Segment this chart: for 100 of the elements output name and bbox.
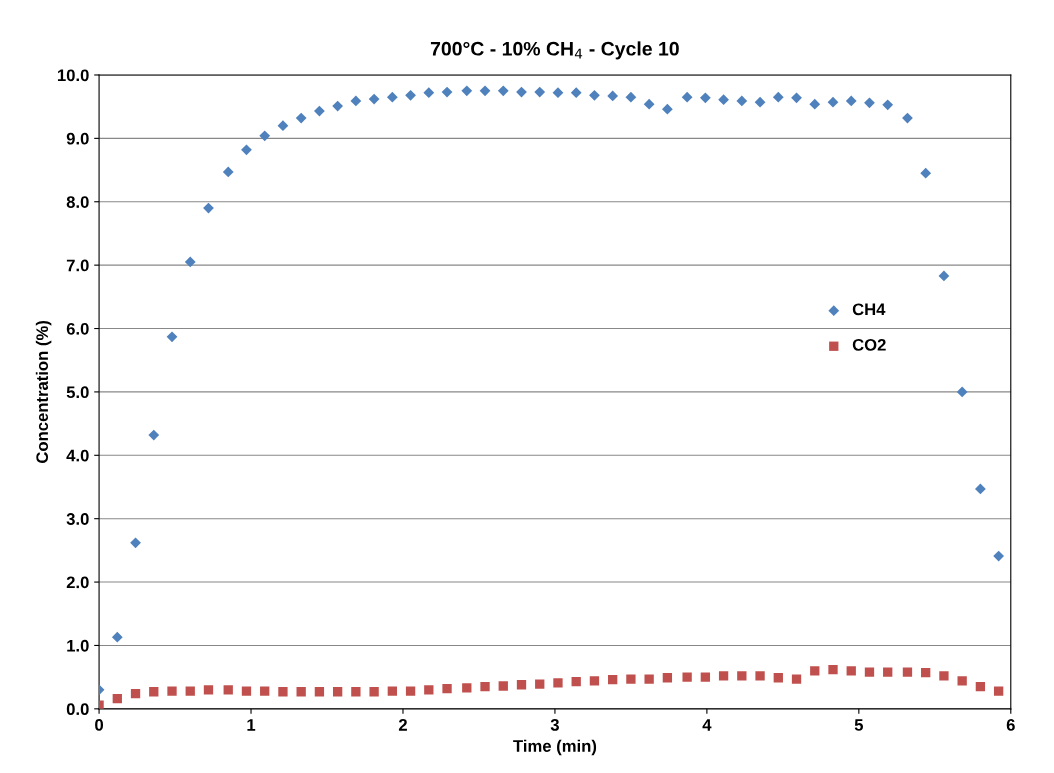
x-tick-label: 6 [1006,719,1015,731]
point [203,685,214,695]
point [553,678,563,688]
point [662,673,673,683]
y-tick-label: 7.0 [66,259,89,272]
point [167,686,177,696]
point [864,97,875,109]
point [939,671,949,681]
point [350,95,362,107]
point [921,668,931,678]
point [111,631,123,643]
point [571,676,581,687]
point [644,674,654,684]
point [956,386,968,398]
point [718,94,729,106]
point [845,95,857,107]
y-tick-label: 3.0 [66,513,89,525]
point [681,91,693,103]
x-tick-label: 4 [702,719,712,731]
point [405,89,416,101]
point [166,331,178,343]
point [755,671,765,681]
point [259,130,271,142]
point [368,93,380,105]
point [277,120,289,132]
point [902,667,913,677]
x-tick-label: 1 [247,719,256,731]
point [480,682,490,692]
y-tick-label: 2.0 [66,576,89,589]
point [386,91,398,103]
point [883,667,893,677]
x-tick-label: 2 [398,719,407,731]
point [498,681,508,691]
point [552,87,564,99]
point [718,671,729,681]
legend-label: CO2 [852,338,886,351]
point [112,694,122,704]
point [570,87,582,99]
point [442,683,452,694]
point [699,92,711,104]
point [405,686,416,696]
y-tick-label: 0.0 [66,703,89,716]
point [810,666,820,676]
point [920,167,932,179]
point [993,550,1005,562]
point [626,674,636,684]
point [314,105,325,117]
y-tick-label: 5.0 [66,386,89,399]
point [736,95,748,107]
point [222,166,234,178]
point [424,685,434,695]
y-tick-label: 9.0 [66,132,89,145]
point [516,680,527,690]
point [589,676,600,686]
point [497,85,509,97]
point [130,537,141,549]
point [773,673,783,683]
point [643,98,655,110]
point [462,683,472,693]
y-axis-title: Concentration (%) [35,320,52,463]
point [149,687,159,697]
point [737,671,747,681]
x-axis-title: Time (min) [513,739,597,756]
point [754,96,766,108]
point [203,202,214,214]
point [846,666,856,676]
y-tick-label: 4.0 [66,449,89,462]
point [772,91,784,103]
point [791,674,802,684]
point [260,686,270,696]
point [130,688,141,699]
point [882,99,894,111]
x-tick-label: 3 [550,719,559,731]
point [332,100,344,112]
x-tick-label: 5 [854,719,863,731]
point [682,672,692,682]
y-tick-label: 1.0 [67,639,89,652]
point [534,86,546,98]
legend-label: CH4 [852,303,886,316]
point [295,112,307,124]
point [185,686,195,696]
point [791,92,802,104]
point [387,686,397,696]
point [589,89,600,101]
point [975,483,986,495]
point [461,85,473,97]
point [809,98,821,110]
point [607,90,619,102]
y-tick-label: 8.0 [66,196,89,208]
point [148,429,160,441]
point [441,86,453,98]
y-tick-label: 6.0 [66,322,89,335]
point [184,256,196,268]
chart-title: 700°C - 10% CH$_{4}$ - Cycle 10 [430,41,679,60]
point [608,675,618,685]
point [241,144,252,156]
point [314,687,325,697]
point [332,687,343,697]
point [423,87,435,99]
point [625,91,637,103]
